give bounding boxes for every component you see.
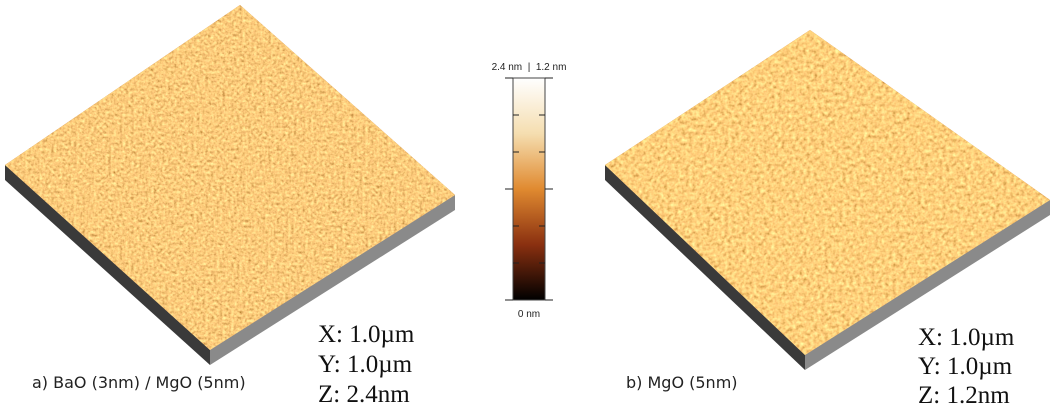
x-size: X: 1.0µm [318,321,415,348]
z-size: Z: 2.4nm [318,381,410,408]
figure: 2.4 nm | 1.2 nm 0 nm a) BaO (3nm) / MgO … [0,0,1060,411]
caption: b) MgO (5nm) [626,373,738,392]
caption: a) BaO (3nm) / MgO (5nm) [32,373,246,392]
afm-surface-b [605,30,1050,370]
z-size: Z: 1.2nm [918,382,1010,409]
colorbar-top-label: 2.4 nm | 1.2 nm [492,62,567,73]
colorbar: 2.4 nm | 1.2 nm 0 nm [492,62,567,320]
y-size: Y: 1.0µm [918,353,1013,380]
afm-surface-a [5,5,455,365]
x-size: X: 1.0µm [918,324,1015,351]
y-size: Y: 1.0µm [318,351,413,378]
colorbar-bottom-label: 0 nm [518,309,540,320]
